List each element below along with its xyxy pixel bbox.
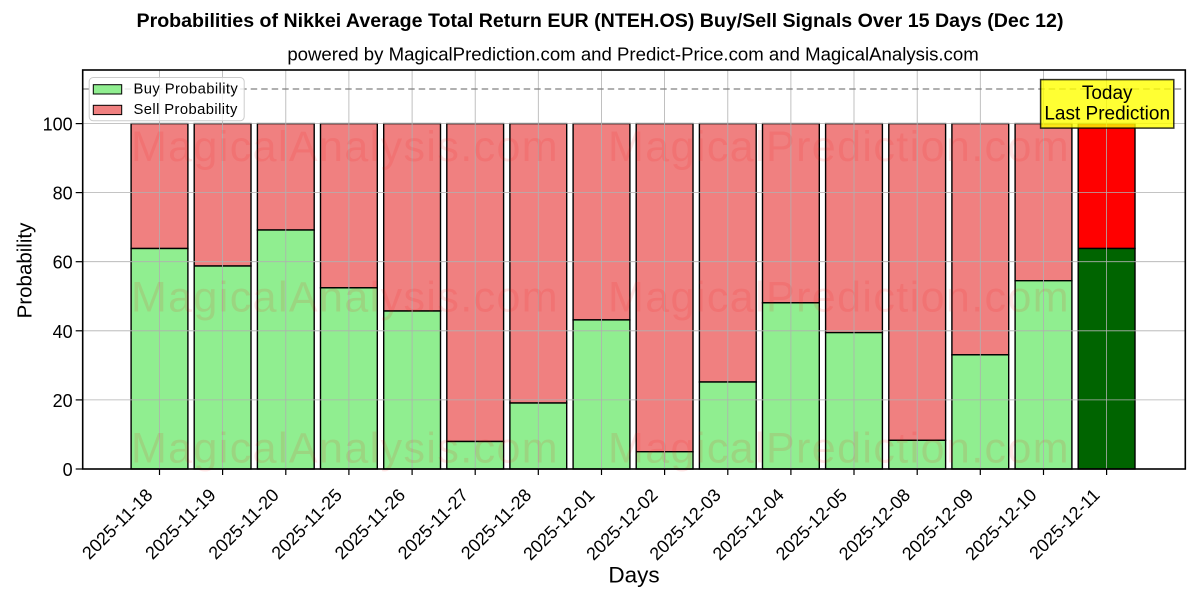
svg-text:Today: Today bbox=[1082, 83, 1133, 104]
svg-text:Probabilities of Nikkei Averag: Probabilities of Nikkei Average Total Re… bbox=[137, 10, 1064, 32]
svg-text:0: 0 bbox=[63, 460, 73, 480]
svg-text:MagicalAnalysis.com: MagicalAnalysis.com bbox=[131, 274, 559, 322]
svg-text:20: 20 bbox=[53, 391, 73, 411]
svg-text:MagicalPrediction.com: MagicalPrediction.com bbox=[608, 424, 1070, 472]
svg-text:MagicalAnalysis.com: MagicalAnalysis.com bbox=[131, 424, 559, 472]
svg-text:MagicalPrediction.com: MagicalPrediction.com bbox=[608, 123, 1070, 171]
svg-text:Buy Probability: Buy Probability bbox=[134, 82, 239, 98]
svg-text:MagicalPrediction.com: MagicalPrediction.com bbox=[608, 274, 1070, 322]
svg-text:80: 80 bbox=[53, 184, 73, 204]
svg-text:Sell Probability: Sell Probability bbox=[134, 102, 238, 118]
svg-text:100: 100 bbox=[43, 115, 73, 135]
svg-text:40: 40 bbox=[53, 322, 73, 342]
svg-text:powered by MagicalPrediction.c: powered by MagicalPrediction.com and Pre… bbox=[287, 44, 978, 65]
svg-text:MagicalAnalysis.com: MagicalAnalysis.com bbox=[131, 123, 559, 171]
svg-text:Days: Days bbox=[608, 563, 659, 588]
svg-text:Last Prediction: Last Prediction bbox=[1044, 104, 1170, 125]
svg-text:Probability: Probability bbox=[14, 222, 37, 318]
svg-text:60: 60 bbox=[53, 253, 73, 273]
